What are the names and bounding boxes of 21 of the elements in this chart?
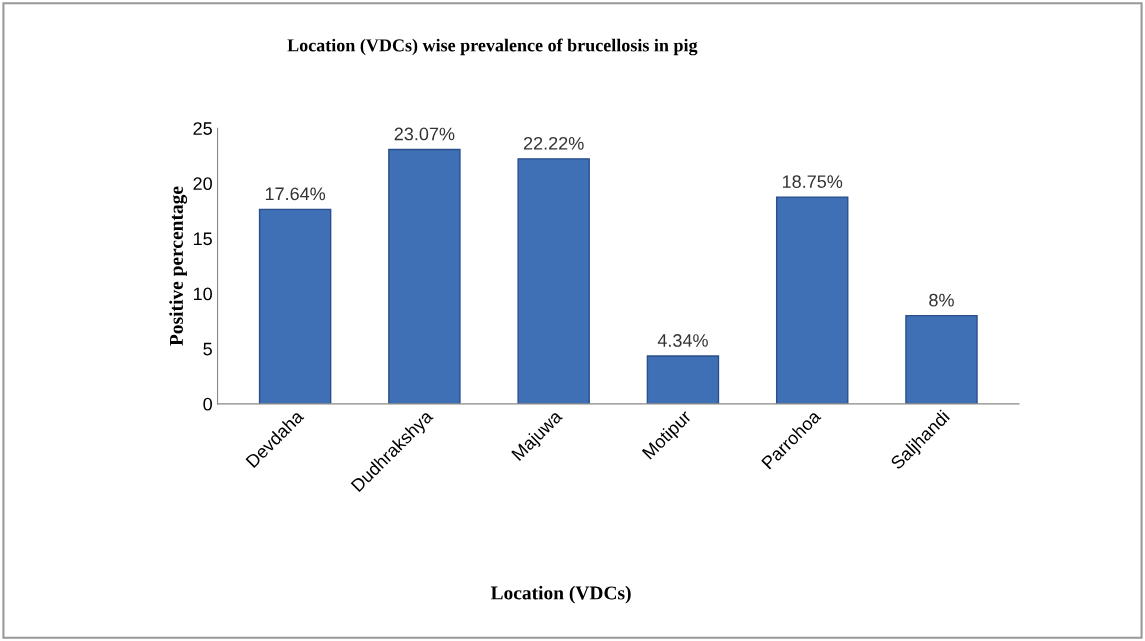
data-label: 22.22% <box>523 136 584 150</box>
x-axis-title: Location (VDCs) <box>490 585 631 604</box>
bar <box>258 208 332 404</box>
y-tick-label: 0 <box>203 397 212 411</box>
y-tick-label: 20 <box>193 177 212 191</box>
y-tick-label: 10 <box>193 287 212 301</box>
data-label: 23.07% <box>394 127 455 141</box>
y-tick-label: 5 <box>203 342 212 356</box>
bar <box>388 148 461 404</box>
bar <box>775 196 849 404</box>
y-tick-label: 15 <box>193 232 212 246</box>
data-label: 4.34% <box>657 334 708 347</box>
data-label: 18.75% <box>782 175 843 188</box>
y-tick-label: 25 <box>193 122 212 135</box>
data-label: 8% <box>929 293 954 307</box>
bar <box>646 355 720 404</box>
bar <box>905 314 978 404</box>
chart-title: Location (VDCs) wise prevalence of brucellosis in pig <box>287 38 698 56</box>
y-axis-title: Positive percentage <box>169 186 188 346</box>
data-label: 17.64% <box>265 187 326 201</box>
bar <box>517 158 590 404</box>
